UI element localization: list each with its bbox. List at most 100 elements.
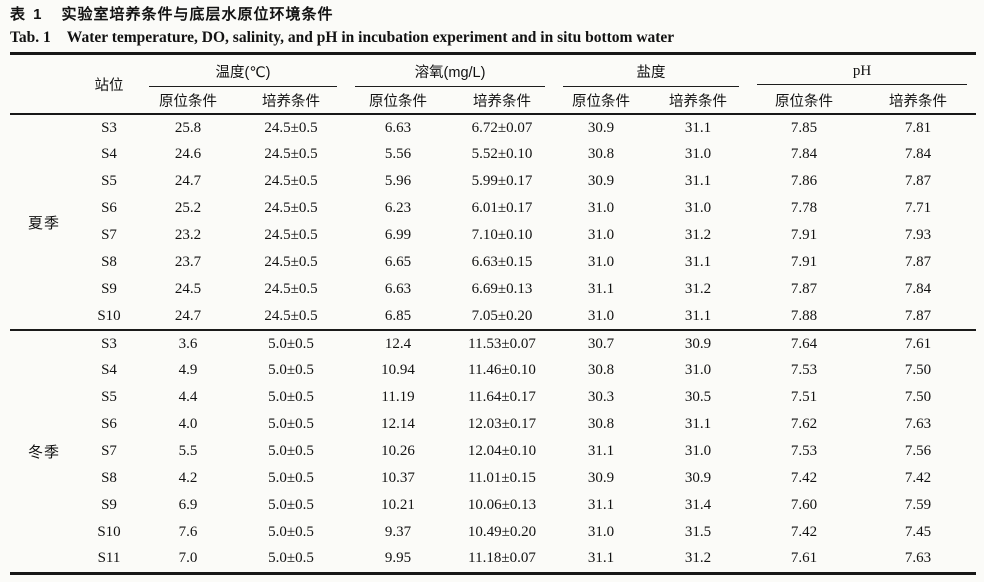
col-group-salinity-label: 盐度 xyxy=(563,55,740,87)
value-cell: 7.42 xyxy=(904,470,932,486)
value-cell: 5.0±0.5 xyxy=(268,497,314,513)
value-cell: 31.5 xyxy=(684,524,712,540)
value-cell: 7.86 xyxy=(790,173,818,189)
station-cell: S10 xyxy=(97,524,121,540)
value-cell: 7.87 xyxy=(790,281,818,297)
value-cell: 11.53±0.07 xyxy=(468,335,536,352)
season-label: 夏季 xyxy=(10,114,78,331)
station-cell: S9 xyxy=(101,281,117,297)
table-row: 冬季 S3 3.6 5.0±0.5 12.4 11.53±0.07 30.7 30.9 7.64… xyxy=(10,330,976,574)
value-cell: 12.4 xyxy=(384,335,412,352)
station-cell: S4 xyxy=(101,146,117,162)
value-cell: 7.05±0.20 xyxy=(450,303,555,331)
subheader-temp-incubation: 培养条件 xyxy=(236,87,347,115)
value-cell: 12.14 xyxy=(381,416,415,432)
value-cell: 5.0±0.5 xyxy=(268,362,314,378)
value-cell: 31.1 xyxy=(587,550,615,567)
value-cell: 31.0 xyxy=(684,146,712,162)
value-cell: 31.1 xyxy=(587,443,615,459)
table-row: S10 7.6 5.0±0.5 9.37 10.49±0.20 31.0 31.5 7.42 7… xyxy=(10,519,976,546)
value-cell: 24.5±0.5 xyxy=(264,146,318,162)
value-cell: 10.06±0.13 xyxy=(467,497,537,513)
value-cell: 31.0 xyxy=(587,227,615,243)
value-cell: 24.6 xyxy=(174,146,202,162)
station-cell: S3 xyxy=(101,119,117,136)
value-cell: 31.0 xyxy=(554,303,649,331)
header-sub-row: 原位条件 培养条件 原位条件 培养条件 原位条件 培养条件 原位条件 培养条件 xyxy=(10,87,977,115)
value-cell: 31.0 xyxy=(684,362,712,378)
value-cell: 10.26 xyxy=(381,443,415,459)
col-group-ph-label: pH xyxy=(757,57,968,85)
station-cell: S6 xyxy=(101,200,117,216)
table-row: S9 24.5 24.5±0.5 6.63 6.69±0.13 31.1 31.2 7.87 7… xyxy=(10,276,976,303)
value-cell: 31.0 xyxy=(587,524,615,540)
table-row: S5 24.7 24.5±0.5 5.96 5.99±0.17 30.9 31.1 7.86 7… xyxy=(10,168,976,195)
value-cell: 7.53 xyxy=(790,443,818,459)
value-cell: 31.1 xyxy=(587,497,615,513)
table-row: S5 4.4 5.0±0.5 11.19 11.64±0.17 30.3 30.5 7.51 7… xyxy=(10,384,976,411)
value-cell: 6.63±0.15 xyxy=(471,254,533,270)
header-group-row: 站位 温度(℃) 溶氧(mg/L) 盐度 pH xyxy=(10,53,976,115)
value-cell: 10.49±0.20 xyxy=(467,524,537,540)
data-table: 站位 温度(℃) 溶氧(mg/L) 盐度 pH 原位条件 培养条件 原位条件 培… xyxy=(10,52,977,575)
value-cell: 24.5±0.5 xyxy=(264,200,318,216)
value-cell: 5.96 xyxy=(384,173,412,189)
value-cell: 6.72±0.07 xyxy=(471,119,533,136)
table-row: S8 4.2 5.0±0.5 10.37 11.01±0.15 30.9 30.9 7.42 7… xyxy=(10,465,976,492)
subheader-temp-in-situ: 原位条件 xyxy=(140,87,236,115)
value-cell: 31.1 xyxy=(587,281,615,297)
value-cell: 7.85 xyxy=(790,119,818,136)
value-cell: 7.61 xyxy=(790,550,818,567)
value-cell: 24.5±0.5 xyxy=(236,303,347,331)
col-group-dissolved-oxygen-label: 溶氧(mg/L) xyxy=(355,55,546,87)
value-cell: 7.60 xyxy=(790,497,818,513)
value-cell: 31.1 xyxy=(684,173,712,189)
value-cell: 30.9 xyxy=(684,470,712,486)
table-caption-zh: 表 1 实验室培养条件与底层水原位环境条件 xyxy=(10,4,976,26)
col-group-temperature-label: 温度(℃) xyxy=(149,55,338,87)
value-cell: 6.23 xyxy=(384,200,412,216)
value-cell: 31.1 xyxy=(684,119,712,136)
value-cell: 7.91 xyxy=(790,227,818,243)
value-cell: 7.91 xyxy=(790,254,818,270)
value-cell: 7.51 xyxy=(790,389,818,405)
value-cell: 11.19 xyxy=(381,389,415,405)
value-cell: 7.50 xyxy=(904,389,932,405)
value-cell: 7.56 xyxy=(904,443,932,459)
col-header-station: 站位 xyxy=(78,53,140,115)
value-cell: 10.21 xyxy=(381,497,415,513)
value-cell: 31.2 xyxy=(684,281,712,297)
value-cell: 24.5±0.5 xyxy=(264,227,318,243)
value-cell: 30.3 xyxy=(587,389,615,405)
value-cell: 7.59 xyxy=(904,497,932,513)
table-row: S11 7.0 5.0±0.5 9.95 11.18±0.07 31.1 31.2 7.61 7… xyxy=(10,546,976,573)
table-row: S4 4.9 5.0±0.5 10.94 11.46±0.10 30.8 31.0 7.53 7… xyxy=(10,357,976,384)
subheader-do-in-situ: 原位条件 xyxy=(346,87,451,115)
value-cell: 7.63 xyxy=(904,550,932,567)
value-cell: 30.8 xyxy=(587,362,615,378)
table-title-zh: 实验室培养条件与底层水原位环境条件 xyxy=(61,6,334,23)
value-cell: 7.62 xyxy=(790,416,818,432)
table-row: S10 24.7 24.5±0.5 6.85 7.05±0.20 31.0 31.1 7.88… xyxy=(10,303,977,331)
table-row: S7 23.2 24.5±0.5 6.99 7.10±0.10 31.0 31.2 7.91 7… xyxy=(10,222,976,249)
station-cell: S5 xyxy=(101,173,117,189)
value-cell: 24.7 xyxy=(140,303,236,331)
value-cell: 31.1 xyxy=(648,303,749,331)
value-cell: 6.63 xyxy=(384,119,412,136)
value-cell: 7.78 xyxy=(790,200,818,216)
value-cell: 7.45 xyxy=(904,524,932,540)
subheader-do-incubation: 培养条件 xyxy=(450,87,555,115)
value-cell: 7.93 xyxy=(904,227,932,243)
value-cell: 9.37 xyxy=(384,524,412,540)
table-row: S4 24.6 24.5±0.5 5.56 5.52±0.10 30.8 31.0 7.84 7… xyxy=(10,141,976,168)
value-cell: 4.2 xyxy=(178,470,198,486)
value-cell: 7.88 xyxy=(748,303,861,331)
value-cell: 5.0±0.5 xyxy=(268,443,314,459)
value-cell: 7.64 xyxy=(790,335,818,352)
station-cell: S10 xyxy=(78,303,140,331)
col-group-salinity: 盐度 xyxy=(554,54,748,87)
station-cell: S8 xyxy=(101,254,117,270)
value-cell: 7.87 xyxy=(904,254,932,270)
value-cell: 12.04±0.10 xyxy=(467,443,537,459)
